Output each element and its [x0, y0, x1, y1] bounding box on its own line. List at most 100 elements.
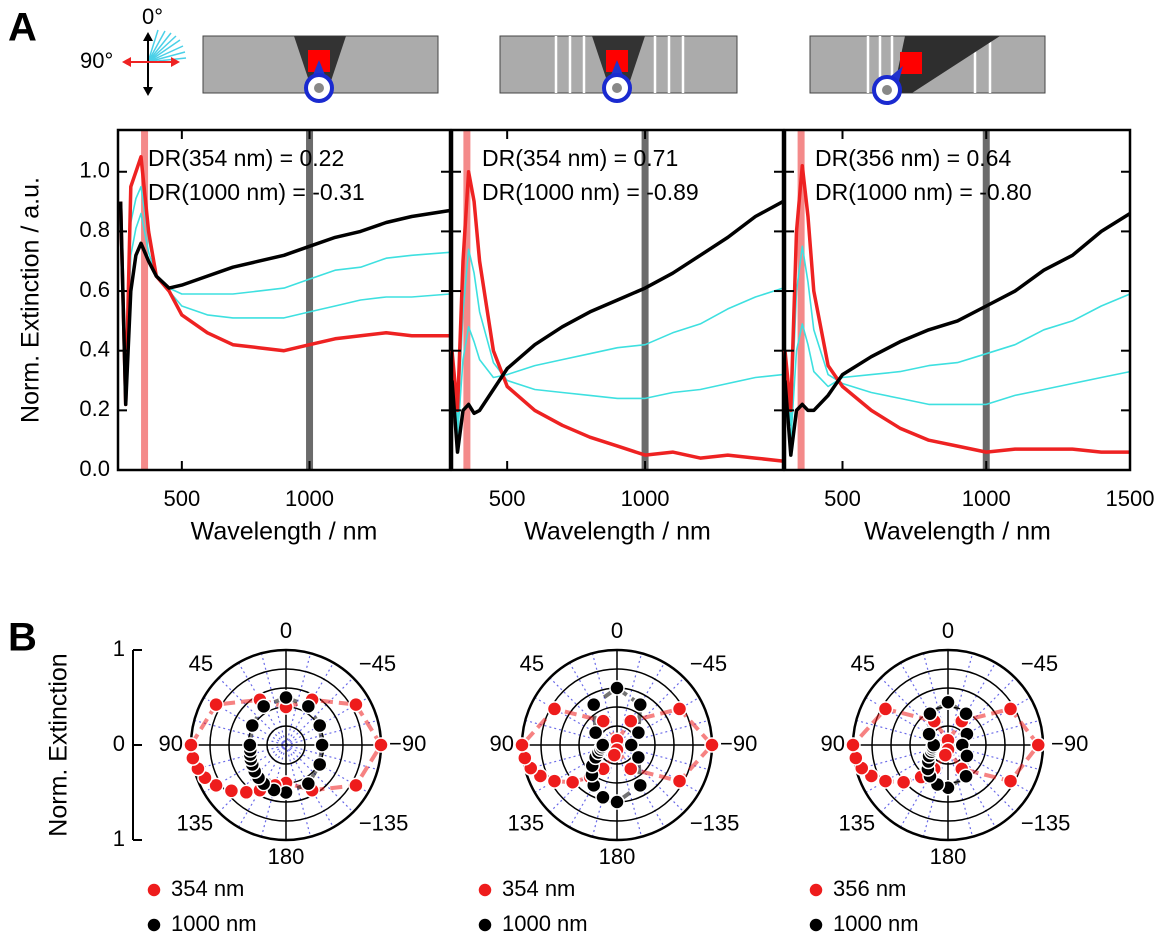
angle-label: 135 — [838, 811, 875, 836]
data-point — [546, 773, 563, 789]
data-point — [704, 737, 720, 753]
annotation: DR(354 nm) = 0.22 — [148, 145, 344, 171]
y-tick-label: 0.2 — [79, 396, 110, 421]
data-point — [671, 701, 688, 717]
plot-frame — [116, 128, 452, 472]
x-axis-label: Wavelength / nm — [191, 518, 378, 546]
annotation: DR(356 nm) = 0.64 — [815, 145, 1011, 171]
angle-label: 90° — [80, 48, 113, 73]
data-point — [278, 689, 294, 706]
angle-label: 45 — [851, 651, 875, 676]
r-tick-label: 1 — [113, 826, 125, 851]
x-tick-label: 1000 — [285, 486, 334, 511]
data-point — [623, 761, 639, 777]
legend-label: 354 nm — [171, 876, 244, 901]
line-series — [451, 248, 784, 427]
y-tick-label: 1.0 — [79, 158, 110, 183]
angle-label: 0° — [142, 4, 163, 29]
x-tick-label: 500 — [824, 486, 861, 511]
data-point — [895, 774, 912, 790]
r-tick-label: 0 — [113, 731, 125, 756]
plot-frame — [450, 128, 785, 472]
angle-label: −135 — [690, 811, 740, 836]
y-axis-label: Norm. Extinction / a.u. — [17, 177, 45, 423]
angle-label: −135 — [359, 811, 409, 836]
angle-label: −45 — [1021, 651, 1058, 676]
line-series — [784, 245, 1131, 427]
data-point — [585, 696, 602, 713]
annotation: DR(354 nm) = 0.71 — [482, 145, 678, 171]
y-tick-label: 0.4 — [79, 337, 110, 362]
line-series — [450, 170, 784, 463]
angle-label: −90 — [389, 731, 426, 756]
annotation: DR(1000 nm) = -0.80 — [815, 179, 1032, 205]
data-point — [958, 768, 974, 785]
x-axis-label: Wavelength / nm — [864, 518, 1051, 546]
line-series — [784, 293, 1131, 441]
angle-label: −45 — [690, 651, 727, 676]
panel-label: A — [8, 6, 37, 50]
line-series — [783, 164, 1130, 454]
data-point — [671, 773, 688, 789]
data-point — [845, 737, 861, 753]
annotation: DR(1000 nm) = -0.31 — [148, 179, 365, 205]
data-point — [940, 694, 956, 710]
data-point — [877, 773, 894, 789]
y-tick-label: 0.8 — [79, 217, 110, 242]
x-tick-label: 1000 — [962, 486, 1011, 511]
legend-marker — [477, 882, 493, 898]
data-point — [609, 794, 625, 810]
data-point — [958, 705, 974, 722]
data-point — [244, 717, 261, 734]
x-tick-label: 500 — [489, 486, 526, 511]
data-point — [921, 726, 937, 742]
data-point — [183, 737, 199, 753]
angle-label: 45 — [520, 651, 544, 676]
x-tick-label: 500 — [163, 486, 200, 511]
legend-label: 354 nm — [502, 876, 575, 901]
line-series — [118, 155, 450, 407]
data-point — [300, 698, 317, 715]
angle-label: 90 — [490, 731, 514, 756]
data-point — [623, 713, 639, 729]
data-point — [242, 737, 258, 753]
legend-label: 1000 nm — [171, 911, 257, 936]
legend-marker — [146, 882, 162, 898]
data-point — [300, 775, 317, 792]
line-series — [119, 201, 451, 406]
data-point — [630, 724, 647, 741]
data-point — [632, 696, 649, 713]
line-series — [450, 200, 784, 454]
line-series — [118, 201, 451, 407]
data-point — [373, 737, 389, 753]
data-point — [848, 750, 864, 766]
angle-label: 180 — [599, 844, 636, 869]
angle-label: −45 — [359, 651, 396, 676]
angle-label: −135 — [1021, 811, 1071, 836]
x-tick-label: 1500 — [1106, 486, 1155, 511]
y-tick-label: 0.6 — [79, 277, 110, 302]
plot-frame — [783, 128, 1132, 472]
sample-diagram — [809, 35, 1046, 105]
r-axis-label: Norm. Extinction — [45, 653, 73, 836]
y-tick-label: 0.0 — [79, 456, 110, 481]
legend-label: 1000 nm — [502, 911, 588, 936]
legend-marker — [808, 917, 824, 933]
data-point — [314, 737, 330, 753]
data-point — [546, 701, 563, 717]
data-point — [1002, 701, 1019, 717]
data-point — [348, 777, 364, 794]
data-point — [208, 696, 224, 713]
data-point — [564, 774, 581, 790]
legend-label: 1000 nm — [833, 911, 919, 936]
panel-label: B — [8, 616, 37, 660]
legend-label: 356 nm — [833, 876, 906, 901]
line-series — [783, 212, 1131, 457]
angle-label: 0 — [280, 618, 292, 643]
data-point — [1030, 737, 1046, 753]
data-point — [609, 680, 625, 696]
data-point — [877, 701, 894, 717]
angle-label: 0 — [611, 618, 623, 643]
data-point — [514, 737, 530, 753]
